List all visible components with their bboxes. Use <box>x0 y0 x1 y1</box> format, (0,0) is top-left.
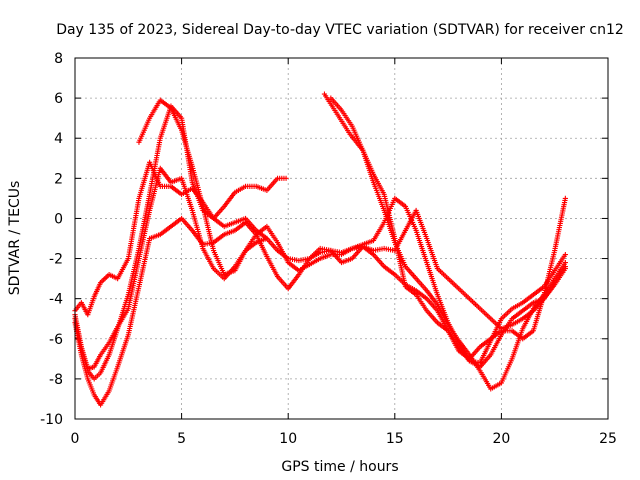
y-axis-title: SDTVAR / TECUs <box>7 181 23 296</box>
y-tick-label: 6 <box>54 91 63 107</box>
marker-layer <box>72 91 568 408</box>
y-tick-label: -10 <box>40 412 63 428</box>
data-point-marker <box>562 251 568 258</box>
x-tick-label: 20 <box>492 431 510 447</box>
data-point-marker <box>283 175 289 181</box>
series-track-d <box>72 215 568 408</box>
data-point-marker <box>562 265 568 272</box>
series-track-a <box>72 159 568 332</box>
grid-layer <box>75 58 608 419</box>
x-tick-label: 15 <box>386 431 404 447</box>
x-axis-title: GPS time / hours <box>281 459 398 475</box>
x-tick-label: 5 <box>177 431 186 447</box>
x-tick-label: 25 <box>599 431 617 447</box>
y-tick-label: 0 <box>54 211 63 227</box>
x-tick-label: 0 <box>71 431 80 447</box>
y-tick-label: -4 <box>49 292 63 308</box>
data-point-marker <box>562 259 568 266</box>
y-tick-label: -6 <box>49 332 63 348</box>
series-track-f <box>321 91 568 362</box>
y-tick-label: 2 <box>54 171 63 187</box>
x-tick-label: 10 <box>279 431 297 447</box>
plot-frame <box>74 57 609 420</box>
data-point-marker <box>562 195 568 201</box>
y-tick-label: -8 <box>49 372 63 388</box>
y-tick-label: 8 <box>54 51 63 67</box>
chart-title: Day 135 of 2023, Sidereal Day-to-day VTE… <box>56 22 624 38</box>
series-track-e <box>136 97 270 278</box>
y-tick-label: -2 <box>49 252 63 268</box>
data-point-marker <box>264 235 270 242</box>
y-tick-label: 4 <box>54 131 63 147</box>
tick-label-layer: 0 5 10 15 20 25 -10 -8 -6 -4 -2 0 2 4 6 8 <box>40 51 617 447</box>
